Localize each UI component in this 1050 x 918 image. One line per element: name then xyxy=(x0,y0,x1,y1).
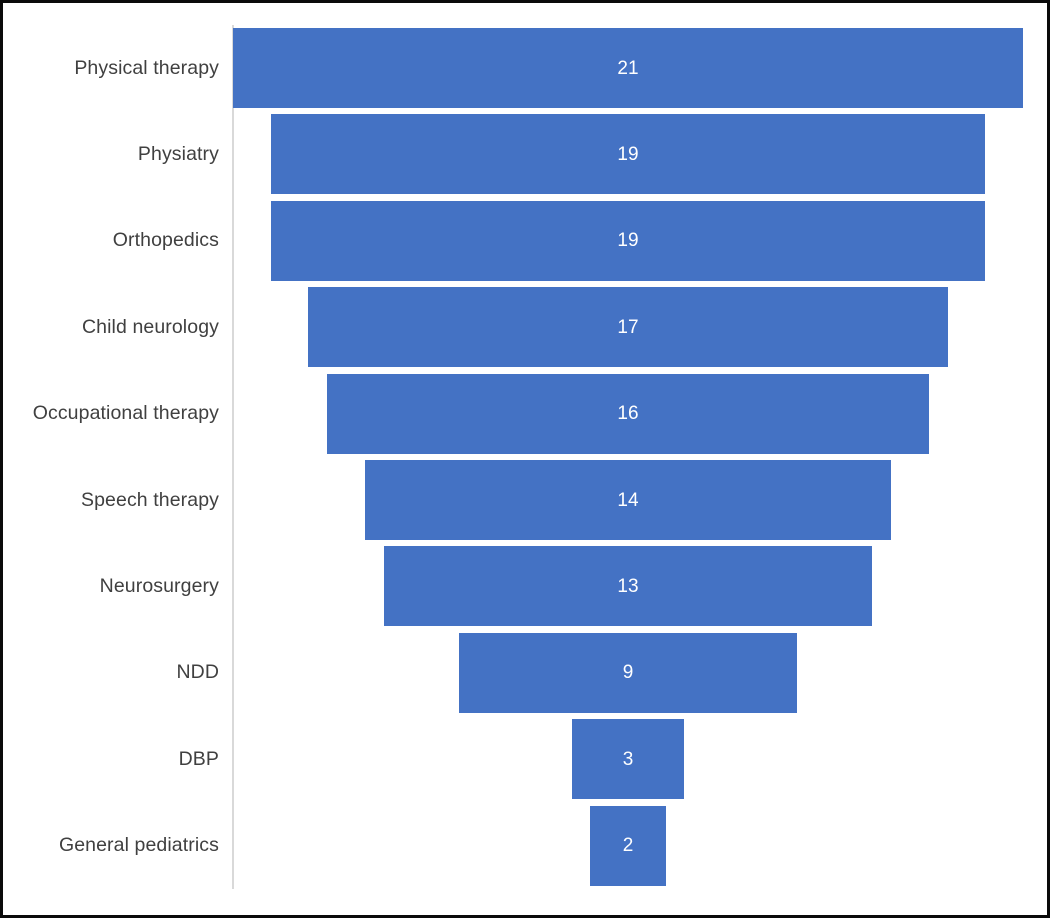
funnel-row: Child neurology 17 xyxy=(3,287,1047,368)
funnel-bar: 3 xyxy=(571,719,685,800)
category-label: Occupational therapy xyxy=(32,402,219,425)
funnel-bar: 14 xyxy=(364,460,892,540)
bar-value-label: 13 xyxy=(617,575,639,597)
funnel-bar: 9 xyxy=(458,632,798,713)
funnel-bar: 19 xyxy=(270,114,986,195)
bar-value-label: 14 xyxy=(617,489,639,511)
funnel-bar: 19 xyxy=(270,200,986,281)
funnel-bar: 21 xyxy=(233,28,1023,108)
funnel-row: General pediatrics 2 xyxy=(3,805,1047,886)
funnel-row: Neurosurgery 13 xyxy=(3,546,1047,627)
bar-value-label: 17 xyxy=(617,316,639,338)
funnel-bar: 2 xyxy=(590,805,666,886)
funnel-row: Speech therapy 14 xyxy=(3,460,1047,540)
plot-area: Physical therapy 21 Physiatry 19 Orthope… xyxy=(3,3,1047,915)
bar-value-label: 9 xyxy=(622,662,634,684)
funnel-row: NDD 9 xyxy=(3,632,1047,713)
funnel-row: Physical therapy 21 xyxy=(3,28,1047,108)
category-label: Physical therapy xyxy=(74,56,219,79)
category-label: DBP xyxy=(178,747,219,770)
bar-value-label: 19 xyxy=(617,230,639,252)
funnel-bar: 16 xyxy=(327,373,929,454)
funnel-row: DBP 3 xyxy=(3,719,1047,800)
bar-value-label: 3 xyxy=(622,748,634,770)
funnel-row: Physiatry 19 xyxy=(3,114,1047,195)
category-label: Child neurology xyxy=(81,315,219,338)
category-label: NDD xyxy=(176,661,219,684)
category-label: Neurosurgery xyxy=(99,574,219,597)
bar-value-label: 16 xyxy=(617,403,639,425)
funnel-row: Orthopedics 19 xyxy=(3,200,1047,281)
funnel-bar: 13 xyxy=(383,546,873,627)
category-label: Speech therapy xyxy=(81,488,219,511)
funnel-bar: 17 xyxy=(308,287,948,368)
bar-value-label: 21 xyxy=(617,57,639,79)
bar-value-label: 19 xyxy=(617,143,639,165)
category-label: Physiatry xyxy=(137,142,219,165)
bar-value-label: 2 xyxy=(622,835,634,857)
category-label: General pediatrics xyxy=(58,834,219,857)
category-axis-line xyxy=(232,25,234,889)
funnel-row: Occupational therapy 16 xyxy=(3,373,1047,454)
category-label: Orthopedics xyxy=(112,229,219,252)
